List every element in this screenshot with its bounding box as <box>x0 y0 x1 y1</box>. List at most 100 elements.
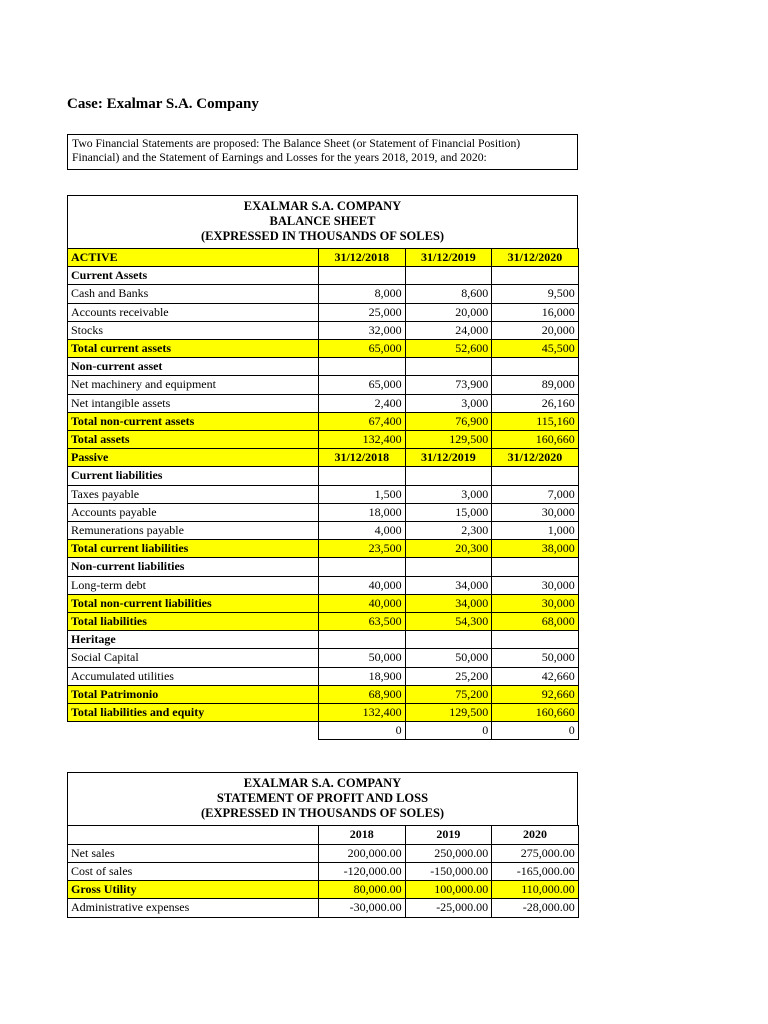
balance-sheet-title-line-3: (EXPRESSED IN THOUSANDS OF SOLES) <box>200 229 445 243</box>
row-label: Remunerations payable <box>67 521 319 541</box>
balance-sheet-row: Heritage <box>67 630 579 650</box>
balance-sheet-row: Total Patrimonio 68,900 75,200 92,660 <box>67 684 579 705</box>
cell-value: 2,400 <box>318 393 406 413</box>
cell-value: 2018 <box>318 825 406 845</box>
row-label: Total non-current liabilities <box>67 593 319 614</box>
balance-sheet-row: Total non-current liabilities 40,000 34,00… <box>67 593 579 614</box>
balance-sheet-row: Social Capital 50,000 50,000 50,000 <box>67 648 579 668</box>
cell-value: 25,200 <box>404 666 493 686</box>
cell-value: 68,900 <box>318 684 406 705</box>
profit-loss-row: Administrative expenses -30,000.00 -25,000… <box>67 898 579 918</box>
balance-sheet-row: Current liabilities <box>67 466 579 486</box>
row-label: Net sales <box>67 843 319 863</box>
balance-sheet-row: ACTIVE 31/12/2018 31/12/2019 31/12/2020 <box>67 247 579 268</box>
row-label <box>67 721 319 740</box>
cell-value: 100,000.00 <box>404 880 493 900</box>
cell-value: 132,400 <box>318 430 406 450</box>
profit-loss-title-line-3: (EXPRESSED IN THOUSANDS OF SOLES) <box>200 806 445 821</box>
cell-value: -120,000.00 <box>318 861 406 882</box>
profit-loss-row: Cost of sales -120,000.00 -150,000.00 -165,… <box>67 861 579 882</box>
cell-value <box>491 357 579 377</box>
cell-value: 50,000 <box>318 648 406 668</box>
cell-value <box>491 266 579 286</box>
cell-value: 75,200 <box>404 684 493 705</box>
balance-sheet-row: Non-current asset <box>67 357 579 377</box>
cell-value: 24,000 <box>404 320 493 341</box>
row-label: Total liabilities <box>67 612 319 632</box>
cell-value: -30,000.00 <box>318 898 406 918</box>
cell-value: 1,000 <box>491 521 579 541</box>
cell-value: 15,000 <box>404 502 493 523</box>
cell-value: 129,500 <box>404 703 493 723</box>
cell-value: 8,000 <box>318 284 406 304</box>
cell-value <box>318 357 406 377</box>
cell-value: 31/12/2018 <box>318 247 406 268</box>
cell-value: 7,000 <box>491 484 579 504</box>
cell-value: 67,400 <box>318 411 406 432</box>
cell-value: 76,900 <box>404 411 493 432</box>
balance-sheet-row: Accounts payable 18,000 15,000 30,000 <box>67 502 579 523</box>
row-label: Heritage <box>67 630 319 650</box>
page-title: Case: Exalmar S.A. Company <box>67 96 259 112</box>
cell-value: 110,000.00 <box>491 880 579 900</box>
row-label: Social Capital <box>67 648 319 668</box>
cell-value <box>404 357 493 377</box>
cell-value: 0 <box>404 721 493 741</box>
row-label: Accounts receivable <box>67 302 319 322</box>
balance-sheet-row: Remunerations payable 4,000 2,300 1,000 <box>67 521 579 541</box>
cell-value: 30,000 <box>491 593 579 614</box>
balance-sheet-row: Stocks 32,000 24,000 20,000 <box>67 320 579 341</box>
row-label: ACTIVE <box>67 247 319 268</box>
profit-loss-row: Net sales 200,000.00 250,000.00 275,000.00 <box>67 843 579 863</box>
cell-value: 32,000 <box>318 320 406 341</box>
balance-sheet-row: Accumulated utilities 18,900 25,200 42,660 <box>67 666 579 686</box>
cell-value: 31/12/2019 <box>404 247 493 268</box>
balance-sheet-row: Total liabilities 63,500 54,300 68,000 <box>67 612 579 632</box>
cell-value: 50,000 <box>404 648 493 668</box>
row-label: Non-current liabilities <box>67 557 319 577</box>
cell-value: 31/12/2020 <box>491 448 579 468</box>
cell-value: 65,000 <box>318 339 406 359</box>
cell-value <box>318 466 406 486</box>
cell-value: 40,000 <box>318 575 406 595</box>
cell-value: 92,660 <box>491 684 579 705</box>
row-label: Taxes payable <box>67 484 319 504</box>
cell-value: 42,660 <box>491 666 579 686</box>
cell-value: 38,000 <box>491 539 579 559</box>
intro-box: Two Financial Statements are proposed: T… <box>67 134 578 170</box>
balance-sheet-title: EXALMAR S.A. COMPANY BALANCE SHEET (EXPR… <box>67 195 578 249</box>
cell-value: 18,000 <box>318 502 406 523</box>
row-label: Gross Utility <box>67 880 319 900</box>
cell-value <box>404 630 493 650</box>
row-label: Total current assets <box>67 339 319 359</box>
intro-line-1: Two Financial Statements are proposed: T… <box>72 137 521 150</box>
cell-value: 20,000 <box>404 302 493 322</box>
cell-value <box>491 466 579 486</box>
balance-sheet-row: Taxes payable 1,500 3,000 7,000 <box>67 484 579 504</box>
cell-value: 40,000 <box>318 593 406 614</box>
row-label: Accounts payable <box>67 502 319 523</box>
balance-sheet-row: Total liabilities and equity 132,400 129,5… <box>67 703 579 723</box>
cell-value: 3,000 <box>404 393 493 413</box>
balance-sheet-table: ACTIVE 31/12/2018 31/12/2019 31/12/2020 Curr… <box>67 247 579 741</box>
balance-sheet-row: Non-current liabilities <box>67 557 579 577</box>
cell-value: 54,300 <box>404 612 493 632</box>
cell-value: 18,900 <box>318 666 406 686</box>
cell-value: 34,000 <box>404 575 493 595</box>
balance-sheet-row: Current Assets <box>67 266 579 286</box>
row-label: Passive <box>67 448 319 468</box>
cell-value: 26,160 <box>491 393 579 413</box>
cell-value <box>318 630 406 650</box>
row-label: Net machinery and equipment <box>67 375 319 395</box>
cell-value: 50,000 <box>491 648 579 668</box>
cell-value: 23,500 <box>318 539 406 559</box>
row-label: Long-term debt <box>67 575 319 595</box>
cell-value: 0 <box>318 721 406 741</box>
cell-value: 250,000.00 <box>404 843 493 863</box>
profit-loss-title-line-1: EXALMAR S.A. COMPANY <box>243 776 402 791</box>
row-label: Non-current asset <box>67 357 319 377</box>
cell-value: 52,600 <box>404 339 493 359</box>
balance-sheet-row: Net intangible assets 2,400 3,000 26,160 <box>67 393 579 413</box>
